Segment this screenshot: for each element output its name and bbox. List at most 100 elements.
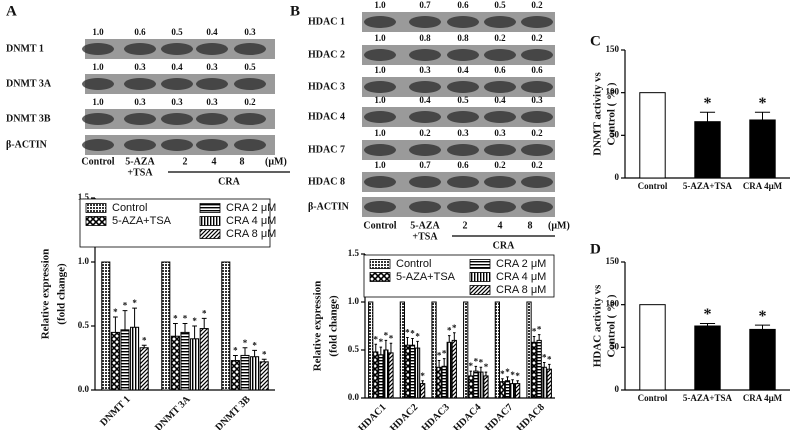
- y-tick-label: 0.5: [78, 320, 90, 330]
- bar: [170, 335, 180, 391]
- blot-value: 0.4: [419, 95, 431, 105]
- blot-value: 1.0: [374, 95, 386, 105]
- legend-label: CRA 4 μM: [496, 271, 546, 283]
- blot-band: [364, 201, 396, 213]
- bar: [749, 119, 776, 179]
- error-bar: [447, 335, 451, 343]
- y-axis-label: (fold change): [328, 295, 340, 357]
- bar: [373, 351, 379, 399]
- blot-band: [447, 81, 479, 93]
- blot-value: 0.2: [531, 128, 543, 138]
- blot-band: [447, 144, 479, 156]
- blot-value: 0.2: [531, 0, 543, 10]
- lane-unit: (μM): [265, 156, 287, 167]
- significance: *: [547, 354, 552, 364]
- error-bar: [479, 366, 483, 373]
- bar: [541, 366, 547, 399]
- blot-value: 0.3: [457, 128, 469, 138]
- blot-band: [484, 144, 516, 156]
- error-bar: [699, 322, 716, 326]
- blot-value: 0.3: [531, 95, 543, 105]
- error-bar: [437, 360, 441, 368]
- error-bar: [469, 370, 473, 376]
- blot-value: 1.0: [92, 97, 104, 107]
- x-tick-label: HDAC2: [388, 402, 420, 430]
- significance: *: [474, 356, 479, 366]
- significance: *: [469, 361, 474, 371]
- lane-label: +TSA: [127, 167, 153, 178]
- group-label: CRA: [218, 176, 240, 187]
- error-bar: [132, 307, 137, 328]
- significance: *: [420, 371, 425, 381]
- blot-row-label: β-ACTIN: [308, 201, 350, 212]
- blot-row-label: HDAC 2: [308, 49, 345, 60]
- error-bar: [506, 376, 509, 381]
- blot-band: [409, 49, 441, 61]
- blot-value: 1.0: [374, 33, 386, 43]
- lane-label: 8: [528, 220, 533, 231]
- bar: [120, 329, 130, 391]
- error-bar: [484, 371, 488, 376]
- error-bar: [141, 344, 147, 348]
- bar: [546, 368, 552, 399]
- significance: *: [233, 346, 238, 356]
- legend-swatch: [199, 216, 221, 226]
- significance: *: [183, 314, 188, 324]
- blot-band: [409, 201, 441, 213]
- bar: [446, 341, 452, 399]
- blot-band: [364, 111, 396, 123]
- significance: *: [202, 308, 207, 318]
- blot-band: [234, 113, 266, 125]
- significance: *: [437, 351, 442, 361]
- blot-band: [82, 78, 114, 90]
- significance: *: [173, 314, 178, 324]
- blot-value: 1.0: [374, 128, 386, 138]
- y-axis-label: Relative expression: [40, 249, 52, 340]
- bar: [536, 339, 542, 399]
- x-tick-label: CRA 4μM: [743, 181, 783, 191]
- blot-value: 0.5: [494, 0, 506, 10]
- blot-value: 0.5: [171, 27, 183, 37]
- bar: [180, 331, 190, 391]
- y-tick-label: 1.0: [78, 256, 90, 266]
- x-tick-label: CRA 4μM: [743, 393, 783, 403]
- blot-value: 0.6: [531, 65, 543, 75]
- error-bar: [261, 358, 267, 362]
- error-bar: [374, 343, 378, 352]
- blot-band: [196, 139, 228, 151]
- blot-value: 0.3: [171, 97, 183, 107]
- legend-label: 5-AZA+TSA: [396, 271, 456, 283]
- blot-band: [124, 43, 156, 55]
- y-axis-label: DNMT activity vs: [592, 72, 604, 156]
- error-bar: [537, 334, 541, 341]
- significance: *: [447, 326, 452, 336]
- blot-value: 0.6: [494, 65, 506, 75]
- blot-band: [447, 111, 479, 123]
- bar: [441, 365, 447, 399]
- blot-band: [447, 176, 479, 188]
- blot-band: [196, 78, 228, 90]
- error-bar: [389, 342, 393, 353]
- y-tick-label: 0.0: [348, 392, 360, 402]
- lane-label: 2: [463, 220, 468, 231]
- y-tick-label: 1.5: [78, 192, 90, 202]
- lane-label: 4: [212, 156, 217, 167]
- bar: [478, 371, 484, 399]
- y-tick-label: 100: [606, 87, 620, 97]
- blot-row-label: HDAC 4: [308, 111, 345, 122]
- blot-band: [521, 144, 553, 156]
- blot-row-label: DNMT 3B: [6, 113, 51, 124]
- y-axis-label: (fold change): [56, 263, 68, 325]
- legend-label: Control: [112, 202, 147, 214]
- significance: *: [452, 323, 457, 333]
- blot-value: 0.3: [206, 62, 218, 72]
- y-tick-label: 1.0: [348, 296, 360, 306]
- lane-label: 8: [240, 156, 245, 167]
- blot-band: [409, 16, 441, 28]
- blot-value: 0.4: [494, 95, 506, 105]
- blot-value: 0.5: [244, 62, 256, 72]
- blot-value: 1.0: [92, 62, 104, 72]
- bar: [436, 366, 442, 399]
- lane-label: +TSA: [412, 231, 438, 242]
- blot-row-label: HDAC 1: [308, 16, 345, 27]
